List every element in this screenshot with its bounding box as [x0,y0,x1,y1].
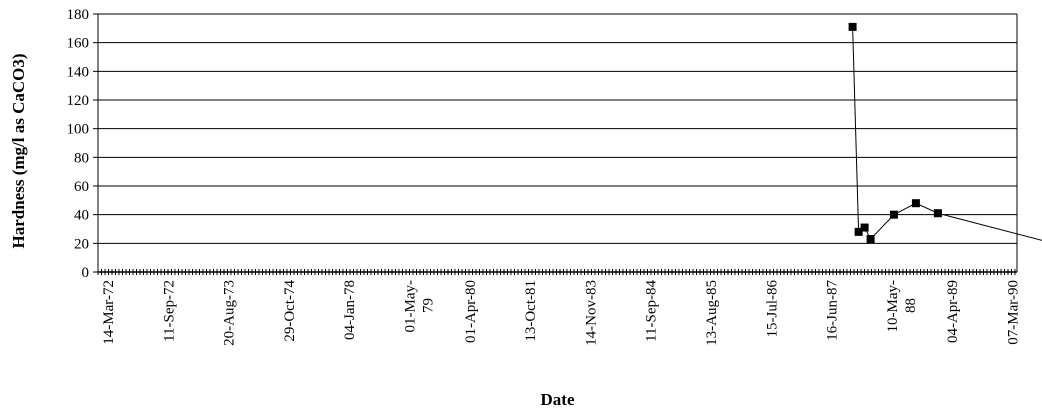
data-series [848,22,1042,244]
x-tick-label-text: 20-Aug-73 [222,280,238,346]
x-tick-label: 01-May- 79 [403,280,437,333]
y-tick-label: 80 [74,150,89,166]
x-tick-label: 20-Aug-73 [222,280,238,346]
x-tick-label: 11-Sep-84 [644,280,660,342]
x-tick-label-text: 11-Sep-72 [161,280,177,342]
y-tick-label: 40 [74,208,89,224]
data-point [866,235,875,244]
y-tick-label: 20 [74,236,89,252]
plot-area [97,14,1018,273]
data-point [911,199,920,208]
y-tick-label: 140 [67,64,90,80]
x-axis-ticks: 14-Mar-72 11-Sep-72 20-Aug-73 29-Oct-74 04-J… [97,269,1022,346]
x-tick-label-text: 11-Sep-84 [644,280,660,342]
x-tick-label: 14-Nov-83 [583,280,599,346]
data-point [854,227,863,236]
x-tick-label-text: 29-Oct-74 [282,280,298,342]
x-tick-label-text: 15-Jul-86 [764,280,780,338]
x-tick-label: 01-Apr-80 [463,280,479,343]
x-tick-label: 04-Jan-78 [342,280,358,340]
x-tick-label: 07-Mar-90 [1006,280,1022,345]
y-tick-label: 120 [67,93,90,109]
x-tick-label-text: 16-Jun-87 [825,280,841,341]
x-tick-label: 15-Jul-86 [764,280,780,338]
data-point [933,209,942,218]
y-tick-label: 160 [67,36,90,52]
x-tick-label-line1: 10-May- [885,280,901,333]
x-tick-label-text: 07-Mar-90 [1006,280,1022,345]
x-tick-label-text: 04-Apr-89 [945,280,961,343]
x-tick-label: 10-May- 88 [885,280,919,333]
x-tick-label: 11-Sep-72 [161,280,177,342]
x-tick-label: 13-Aug-85 [704,280,720,346]
x-tick-label: 29-Oct-74 [282,280,298,342]
data-point [889,210,898,219]
x-tick-label-line2: 79 [421,298,437,313]
x-tick-label-line2: 88 [903,298,919,313]
x-tick-label: 13-Oct-81 [523,280,539,342]
y-axis-title: Hardness (mg/l as CaCO3) [9,53,28,248]
x-tick-label: 14-Mar-72 [101,280,117,345]
x-tick-label-line1: 01-May- [403,280,419,333]
x-tick-label-text: 14-Nov-83 [583,280,599,346]
y-tick-label: 0 [82,265,90,281]
data-point [860,223,869,232]
x-tick-label: 04-Apr-89 [945,280,961,343]
x-tick-label-text: 14-Mar-72 [101,280,117,345]
x-tick-label-text: 13-Oct-81 [523,280,539,342]
data-point [848,22,857,31]
y-axis-ticks: 0 20 40 60 80 100 120 140 160 180 [67,7,98,281]
x-axis-title: Date [541,390,575,409]
x-tick-label: 16-Jun-87 [825,280,841,341]
series-line [852,26,1042,241]
x-tick-label-text: 01-Apr-80 [463,280,479,343]
x-tick-label-text: 04-Jan-78 [342,280,358,340]
y-tick-label: 60 [74,179,89,195]
gridlines [98,13,1017,273]
y-tick-label: 180 [67,7,90,23]
y-tick-label: 100 [67,122,90,138]
x-tick-label-text: 13-Aug-85 [704,280,720,346]
